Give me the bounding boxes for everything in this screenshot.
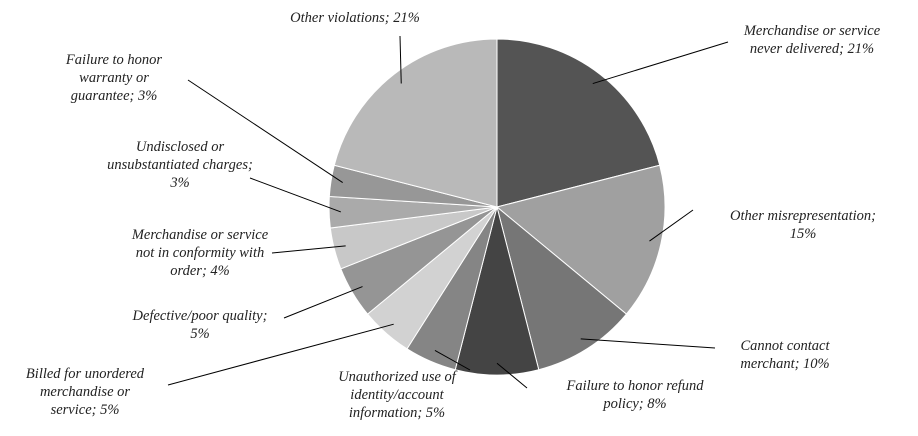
leader-line bbox=[580, 338, 716, 349]
slice-label: Undisclosed or unsubstantiated charges; … bbox=[107, 139, 253, 191]
leader-line bbox=[399, 35, 402, 84]
slice-label: Merchandise or service not in conformity… bbox=[131, 227, 269, 279]
slice-label: Failure to honor refund policy; 8% bbox=[566, 378, 704, 412]
slice-label: Merchandise or service never delivered; … bbox=[743, 23, 881, 57]
pie-slice bbox=[333, 38, 498, 208]
leader-line bbox=[271, 245, 346, 254]
slice-label: Defective/poor quality; 5% bbox=[132, 308, 268, 342]
leader-line bbox=[434, 349, 471, 371]
leader-line bbox=[167, 323, 394, 386]
slice-label: Billed for unordered merchandise or serv… bbox=[25, 366, 145, 418]
leader-line bbox=[649, 209, 694, 242]
pie-slice bbox=[496, 38, 661, 208]
slice-label: Other misrepresentation; 15% bbox=[730, 208, 876, 242]
slice-label: Unauthorized use of identity/account inf… bbox=[338, 369, 456, 421]
pie-slice bbox=[495, 164, 666, 315]
leader-line bbox=[283, 286, 363, 319]
slice-label: Failure to honor warranty or guarantee; … bbox=[65, 52, 163, 104]
leader-line bbox=[592, 41, 729, 85]
slice-label: Other violations; 21% bbox=[290, 10, 420, 26]
slice-label: Cannot contact merchant; 10% bbox=[740, 338, 830, 372]
leader-line bbox=[249, 177, 342, 213]
leader-line bbox=[496, 362, 528, 389]
leader-line bbox=[187, 79, 343, 183]
pie-slice bbox=[496, 205, 628, 371]
